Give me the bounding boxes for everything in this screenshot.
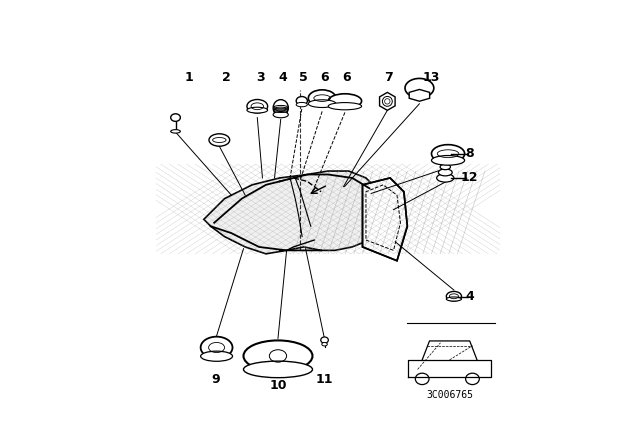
Ellipse shape	[440, 164, 451, 170]
Ellipse shape	[273, 112, 289, 118]
Ellipse shape	[321, 337, 328, 343]
Polygon shape	[362, 178, 407, 261]
Ellipse shape	[171, 129, 180, 133]
Ellipse shape	[436, 174, 454, 182]
Ellipse shape	[308, 100, 336, 108]
Ellipse shape	[201, 351, 232, 361]
Text: 1: 1	[185, 71, 194, 84]
Ellipse shape	[328, 103, 362, 110]
Ellipse shape	[171, 114, 180, 121]
Text: 10: 10	[269, 379, 287, 392]
Text: 3: 3	[257, 71, 265, 84]
Ellipse shape	[209, 134, 230, 146]
Polygon shape	[204, 171, 390, 254]
Ellipse shape	[431, 155, 465, 165]
Text: 13: 13	[423, 71, 440, 84]
Text: 12: 12	[461, 172, 478, 185]
Ellipse shape	[296, 103, 307, 107]
Text: 6: 6	[320, 71, 329, 84]
Ellipse shape	[431, 145, 465, 163]
Ellipse shape	[446, 297, 461, 301]
Ellipse shape	[296, 96, 307, 105]
Text: 8: 8	[465, 147, 474, 160]
Text: 9: 9	[212, 373, 220, 386]
Text: 4: 4	[279, 71, 287, 84]
Ellipse shape	[201, 336, 232, 358]
Ellipse shape	[328, 94, 362, 108]
Ellipse shape	[322, 342, 327, 346]
Text: 7: 7	[384, 71, 393, 84]
Ellipse shape	[308, 90, 336, 107]
Text: 5: 5	[299, 71, 308, 84]
Ellipse shape	[247, 107, 268, 113]
Ellipse shape	[446, 292, 461, 301]
Text: 11: 11	[316, 373, 333, 386]
Text: 3C006765: 3C006765	[426, 390, 473, 400]
Text: 2: 2	[222, 71, 230, 84]
Ellipse shape	[438, 169, 452, 176]
Polygon shape	[409, 90, 429, 101]
Text: 6: 6	[342, 71, 351, 84]
Ellipse shape	[243, 340, 312, 371]
Ellipse shape	[247, 99, 268, 113]
Text: 4: 4	[465, 290, 474, 303]
Polygon shape	[380, 92, 395, 110]
Ellipse shape	[243, 361, 312, 378]
Ellipse shape	[273, 99, 289, 116]
Ellipse shape	[405, 78, 434, 98]
